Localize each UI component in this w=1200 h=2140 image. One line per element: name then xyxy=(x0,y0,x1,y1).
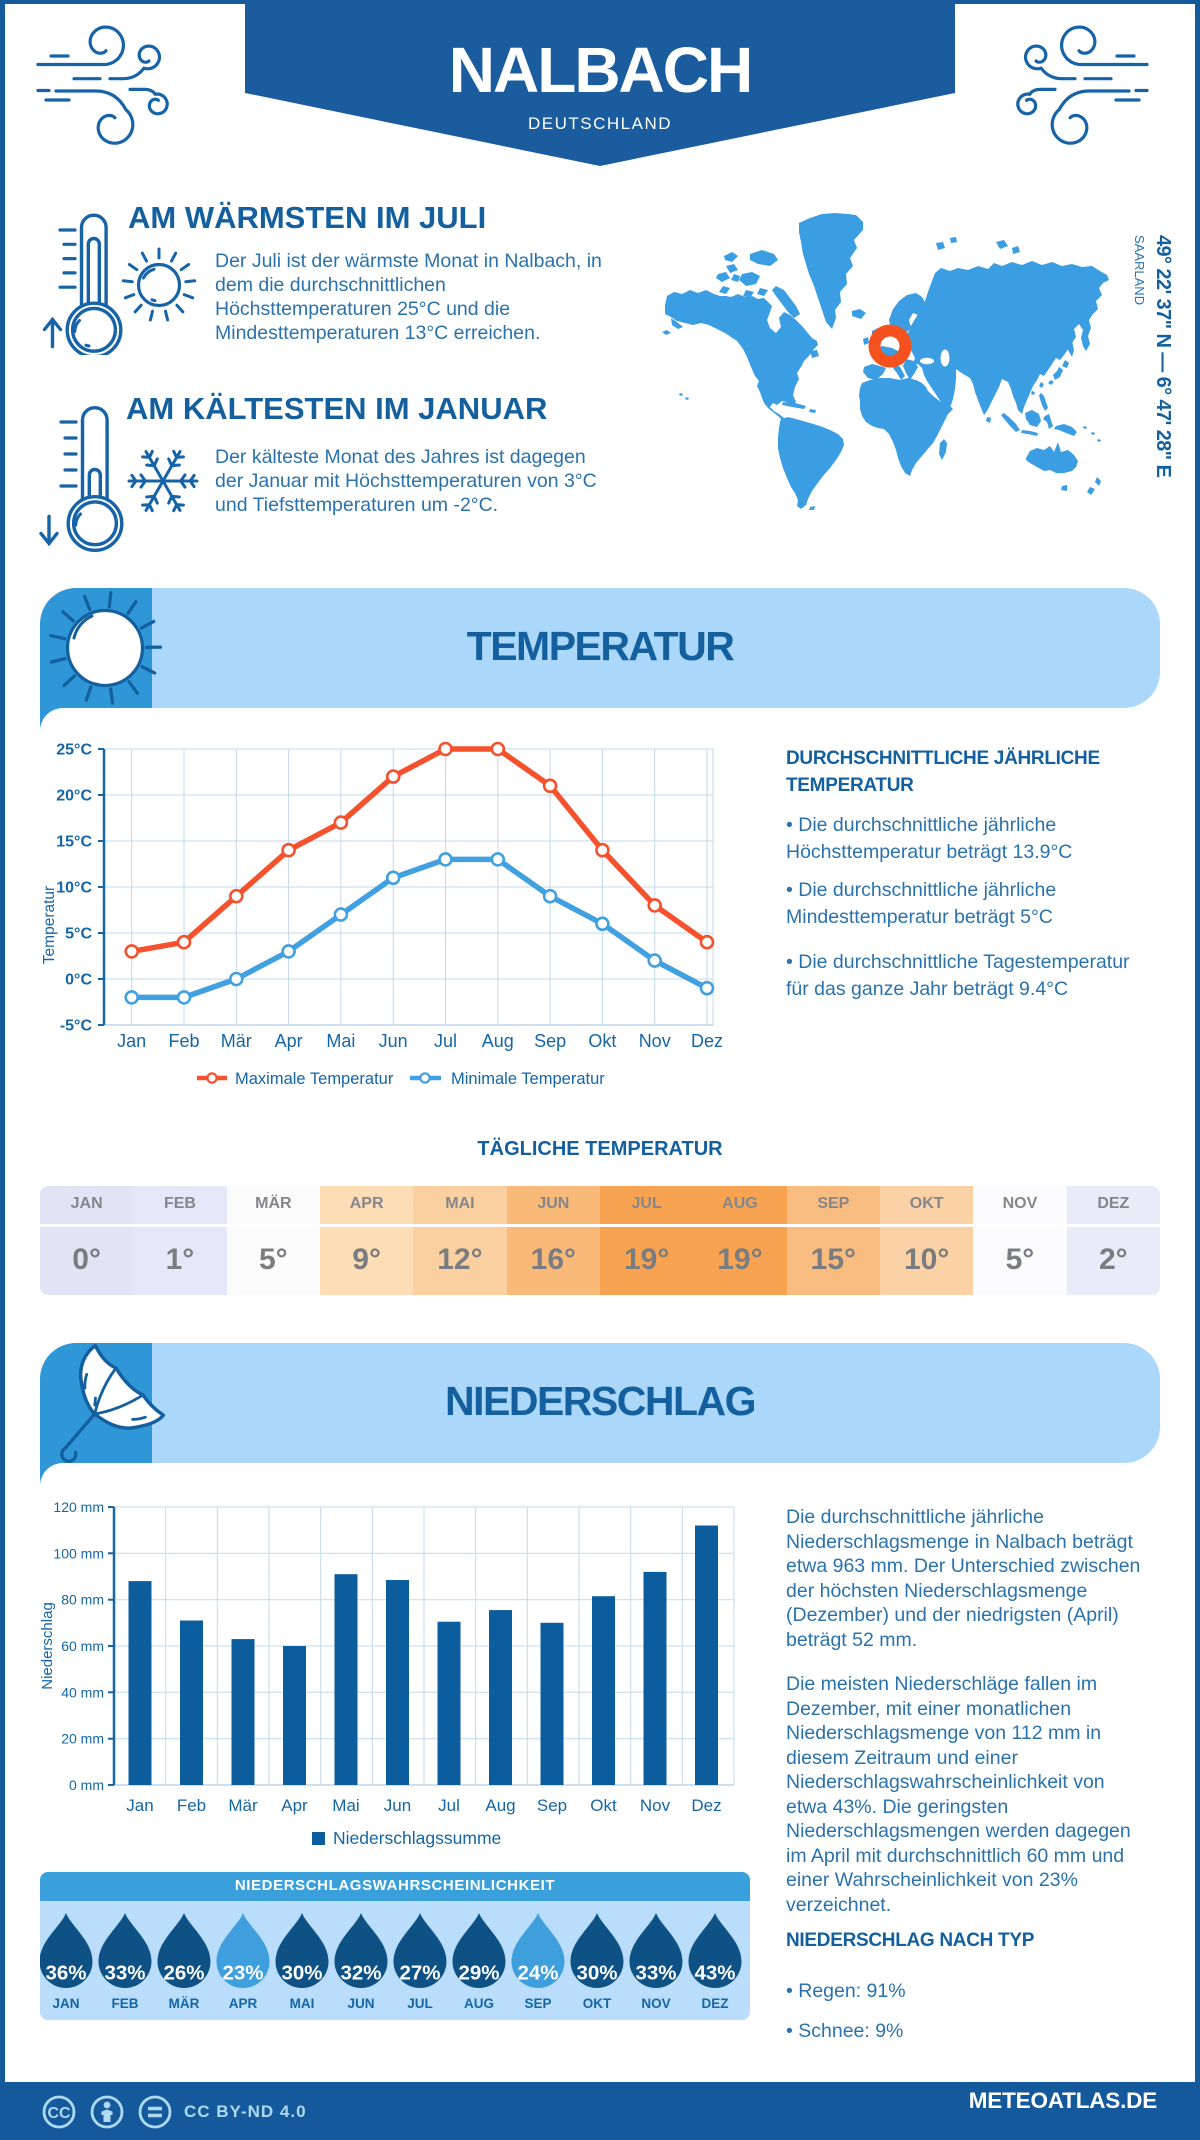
svg-text:24%: 24% xyxy=(517,1962,558,1985)
svg-text:Sep: Sep xyxy=(537,1796,567,1815)
svg-text:Niederschlag: Niederschlag xyxy=(39,1602,56,1690)
svg-text:15°C: 15°C xyxy=(56,834,92,851)
svg-text:SEP: SEP xyxy=(524,1996,551,2011)
svg-text:MAI: MAI xyxy=(290,1996,315,2011)
svg-text:Apr: Apr xyxy=(275,1031,303,1051)
svg-text:23%: 23% xyxy=(222,1962,263,1985)
svg-text:29%: 29% xyxy=(458,1962,499,1985)
svg-text:20°C: 20°C xyxy=(56,788,92,805)
svg-text:100 mm: 100 mm xyxy=(53,1545,104,1561)
svg-text:FEB: FEB xyxy=(112,1996,139,2011)
svg-text:Feb: Feb xyxy=(177,1796,206,1815)
svg-text:Dez: Dez xyxy=(691,1796,721,1815)
svg-text:43%: 43% xyxy=(694,1962,735,1985)
svg-text:0 mm: 0 mm xyxy=(69,1777,104,1793)
svg-text:Okt: Okt xyxy=(590,1796,617,1815)
svg-text:Dez: Dez xyxy=(691,1031,723,1051)
svg-text:Sep: Sep xyxy=(534,1031,566,1051)
svg-text:25°C: 25°C xyxy=(56,742,92,759)
svg-text:DEZ: DEZ xyxy=(702,1996,729,2011)
svg-text:60 mm: 60 mm xyxy=(61,1638,104,1654)
svg-text:32%: 32% xyxy=(340,1962,381,1985)
svg-text:Jul: Jul xyxy=(434,1031,457,1051)
svg-text:Nov: Nov xyxy=(639,1031,671,1051)
svg-text:36%: 36% xyxy=(45,1962,86,1985)
svg-text:26%: 26% xyxy=(163,1962,204,1985)
svg-text:-5°C: -5°C xyxy=(60,1018,93,1035)
svg-text:Jun: Jun xyxy=(384,1796,411,1815)
svg-text:Niederschlagssumme: Niederschlagssumme xyxy=(333,1828,501,1848)
svg-text:30%: 30% xyxy=(281,1962,322,1985)
svg-text:Jan: Jan xyxy=(117,1031,146,1051)
svg-text:10°C: 10°C xyxy=(56,880,92,897)
svg-text:APR: APR xyxy=(229,1996,258,2011)
svg-text:CC: CC xyxy=(47,2105,71,2122)
svg-text:Mai: Mai xyxy=(332,1796,359,1815)
svg-text:NOV: NOV xyxy=(641,1996,670,2011)
svg-text:Feb: Feb xyxy=(168,1031,199,1051)
svg-text:Jan: Jan xyxy=(126,1796,153,1815)
svg-text:JUL: JUL xyxy=(407,1996,433,2011)
svg-text:Maximale Temperatur: Maximale Temperatur xyxy=(235,1070,394,1088)
svg-text:Jul: Jul xyxy=(438,1796,460,1815)
svg-text:Nov: Nov xyxy=(640,1796,671,1815)
svg-text:Minimale Temperatur: Minimale Temperatur xyxy=(451,1070,605,1088)
svg-text:Aug: Aug xyxy=(485,1796,515,1815)
svg-text:JUN: JUN xyxy=(347,1996,374,2011)
svg-text:Okt: Okt xyxy=(588,1031,616,1051)
svg-text:0°C: 0°C xyxy=(65,972,92,989)
svg-text:Aug: Aug xyxy=(482,1031,514,1051)
svg-text:Mär: Mär xyxy=(221,1031,252,1051)
svg-text:120 mm: 120 mm xyxy=(53,1499,104,1515)
svg-text:OKT: OKT xyxy=(583,1996,612,2011)
svg-text:20 mm: 20 mm xyxy=(61,1731,104,1747)
svg-text:JAN: JAN xyxy=(52,1996,79,2011)
svg-text:Apr: Apr xyxy=(281,1796,308,1815)
svg-text:27%: 27% xyxy=(399,1962,440,1985)
svg-text:Jun: Jun xyxy=(379,1031,408,1051)
svg-text:5°C: 5°C xyxy=(65,926,92,943)
svg-text:33%: 33% xyxy=(635,1962,676,1985)
svg-text:MÄR: MÄR xyxy=(169,1996,200,2011)
svg-text:Mai: Mai xyxy=(326,1031,355,1051)
svg-text:33%: 33% xyxy=(104,1962,145,1985)
svg-text:Mär: Mär xyxy=(228,1796,258,1815)
svg-text:30%: 30% xyxy=(576,1962,617,1985)
svg-text:40 mm: 40 mm xyxy=(61,1684,104,1700)
svg-text:AUG: AUG xyxy=(464,1996,494,2011)
svg-text:80 mm: 80 mm xyxy=(61,1592,104,1608)
svg-text:Temperatur: Temperatur xyxy=(41,886,58,964)
